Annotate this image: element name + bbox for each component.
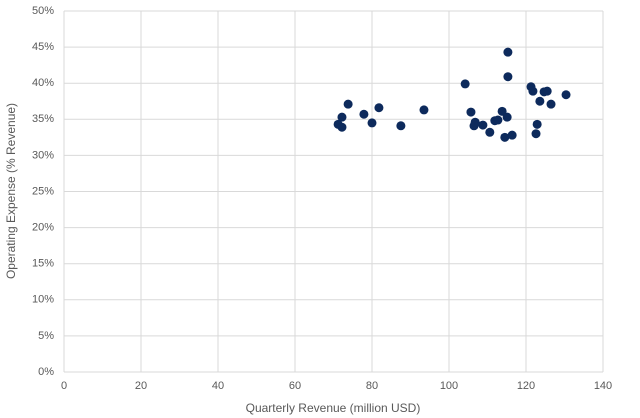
point <box>485 127 495 137</box>
y-tick-label: 25% <box>32 185 54 197</box>
x-tick-label: 100 <box>440 380 458 392</box>
point <box>535 96 545 106</box>
y-tick-label: 35% <box>32 113 54 125</box>
point <box>470 117 480 127</box>
point <box>419 105 429 115</box>
point <box>374 103 384 113</box>
point <box>500 132 510 142</box>
y-tick-label: 20% <box>32 222 54 234</box>
x-tick-label: 20 <box>135 380 147 392</box>
point <box>337 112 347 122</box>
y-tick-label: 0% <box>38 366 54 378</box>
y-axis-title: Operating Expense (% Revenue) <box>4 103 18 279</box>
x-tick-label: 0 <box>61 380 67 392</box>
x-tick-label: 80 <box>366 380 378 392</box>
point <box>460 79 470 89</box>
point <box>546 99 556 109</box>
y-tick-label: 45% <box>32 41 54 53</box>
point <box>532 119 542 129</box>
x-axis-title: Quarterly Revenue (million USD) <box>246 401 421 415</box>
x-tick-label: 120 <box>517 380 535 392</box>
x-tick-label: 60 <box>289 380 301 392</box>
point <box>507 130 517 140</box>
point <box>367 118 377 128</box>
point <box>561 90 571 100</box>
point <box>466 107 476 117</box>
x-tick-label: 140 <box>594 380 612 392</box>
point <box>359 109 369 119</box>
y-tick-label: 10% <box>32 294 54 306</box>
point <box>493 115 503 125</box>
y-tick-label: 50% <box>32 5 54 17</box>
y-tick-label: 15% <box>32 258 54 270</box>
point <box>542 86 552 96</box>
y-tick-label: 40% <box>32 77 54 89</box>
point <box>478 120 488 130</box>
point <box>337 122 347 132</box>
y-tick-label: 5% <box>38 330 54 342</box>
point <box>396 121 406 131</box>
point <box>531 129 541 139</box>
point <box>528 86 538 96</box>
y-tick-label: 30% <box>32 149 54 161</box>
point <box>503 47 513 57</box>
point <box>502 112 512 122</box>
point <box>503 72 513 82</box>
point <box>343 99 353 109</box>
x-tick-label: 40 <box>212 380 224 392</box>
